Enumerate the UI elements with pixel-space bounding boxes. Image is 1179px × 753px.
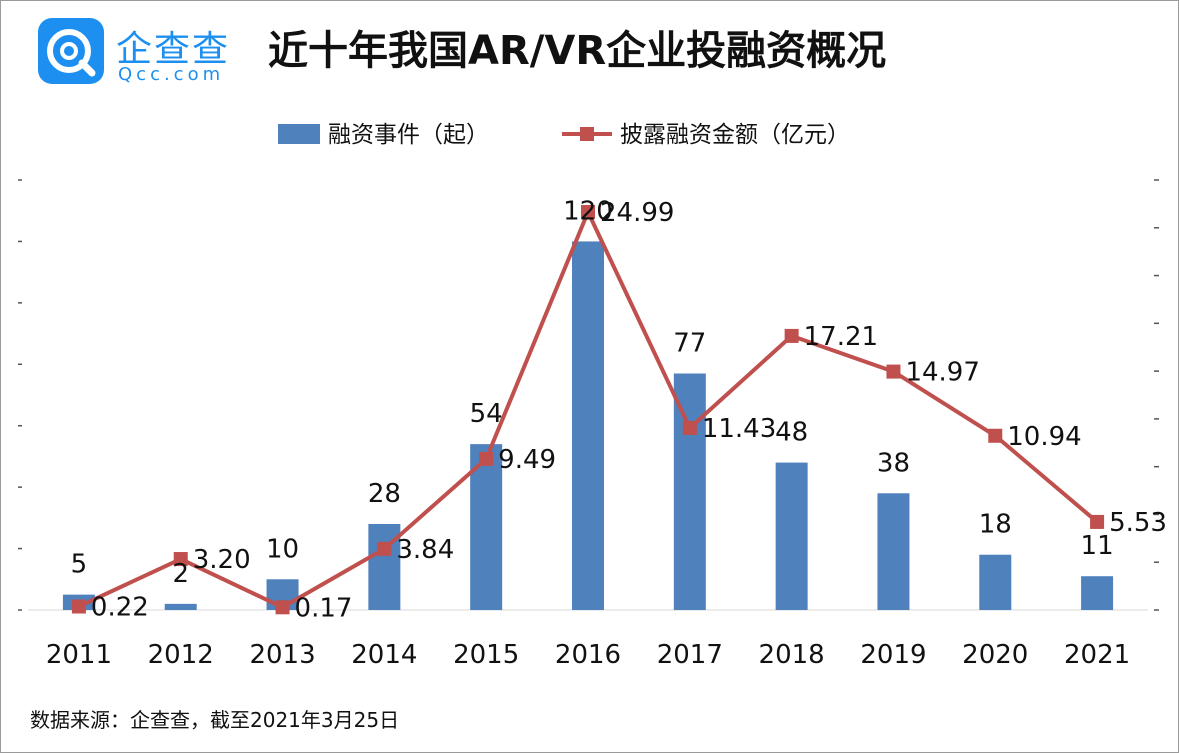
line-label: 3.20	[193, 545, 251, 575]
bar-label: 28	[368, 479, 401, 509]
bar-label: 2	[172, 559, 189, 589]
line-label: 10.94	[1007, 422, 1081, 452]
chart-title: 近十年我国AR/VR企业投融资概况	[268, 28, 887, 74]
line-point	[479, 451, 494, 466]
bar-label: 10	[266, 534, 299, 564]
bar	[979, 554, 1012, 610]
line-label: 17.21	[804, 322, 878, 352]
bar-label: 11	[1081, 531, 1114, 561]
bar	[164, 603, 197, 610]
line-point	[1090, 514, 1105, 529]
line-point	[988, 428, 1003, 443]
line-label: 24.99	[600, 198, 674, 228]
legend-line-marker	[580, 127, 594, 141]
x-tick-label: 2016	[555, 640, 621, 670]
legend-bar-swatch	[278, 124, 320, 144]
source-note: 数据来源：企查查，截至2021年3月25日	[30, 708, 400, 732]
qcc-logo-icon	[38, 18, 104, 84]
x-axis-tick-labels: 2011 2012 2013 2014 2015 2016 2017 2018 2019 2020…	[46, 640, 1130, 670]
logo-name: 企查查	[116, 29, 231, 70]
bar	[1081, 576, 1114, 610]
line-label: 0.17	[295, 593, 353, 623]
bar-label: 120	[563, 196, 613, 226]
x-tick-label: 2015	[453, 640, 519, 670]
line-label: 14.97	[905, 358, 979, 388]
line-point	[682, 420, 697, 435]
line-label: 0.22	[91, 592, 149, 622]
bar	[673, 373, 706, 610]
x-tick-label: 2011	[46, 640, 112, 670]
bar-label: 18	[979, 510, 1012, 540]
bar-label: 5	[71, 550, 88, 580]
legend-bar-label: 融资事件（起）	[328, 122, 489, 148]
line-label: 9.49	[498, 445, 556, 475]
x-tick-label: 2012	[148, 640, 214, 670]
bar-label: 77	[673, 329, 706, 359]
bar-label: 54	[470, 399, 503, 429]
line-label: 3.84	[396, 535, 454, 565]
line-point	[886, 364, 901, 379]
line-point	[784, 328, 799, 343]
bar-data-labels: 5 2 10 28 54 120 77 48 38 18 11	[71, 196, 1114, 588]
x-tick-label: 2020	[962, 640, 1028, 670]
x-tick-label: 2014	[351, 640, 417, 670]
line-series	[71, 205, 1105, 615]
line-point	[581, 205, 595, 220]
x-tick-label: 2018	[759, 640, 825, 670]
legend-line-label: 披露融资金额（亿元）	[620, 122, 850, 148]
line-label: 11.43	[702, 414, 776, 444]
x-tick-label: 2017	[657, 640, 723, 670]
line-point	[275, 600, 290, 615]
line-point	[377, 541, 392, 556]
line-label: 5.53	[1109, 508, 1167, 538]
x-tick-label: 2013	[249, 640, 315, 670]
line-point	[71, 599, 86, 614]
bar	[572, 241, 604, 610]
x-tick-label: 2021	[1064, 640, 1130, 670]
bar-label: 48	[775, 418, 808, 448]
line-point	[173, 552, 188, 567]
bar	[877, 493, 910, 610]
bar	[470, 444, 503, 610]
brand-logo: 企查查 Qcc.com	[38, 18, 288, 88]
logo-domain: Qcc.com	[118, 64, 225, 85]
x-tick-label: 2019	[860, 640, 926, 670]
bar-series	[62, 241, 1114, 610]
legend: 融资事件（起） 披露融资金额（亿元）	[278, 122, 850, 148]
bar-label: 38	[877, 448, 910, 478]
line-data-labels: 0.22 3.20 0.17 3.84 9.49 24.99 11.43 17.21 14.97…	[91, 198, 1167, 623]
bar	[775, 462, 808, 610]
